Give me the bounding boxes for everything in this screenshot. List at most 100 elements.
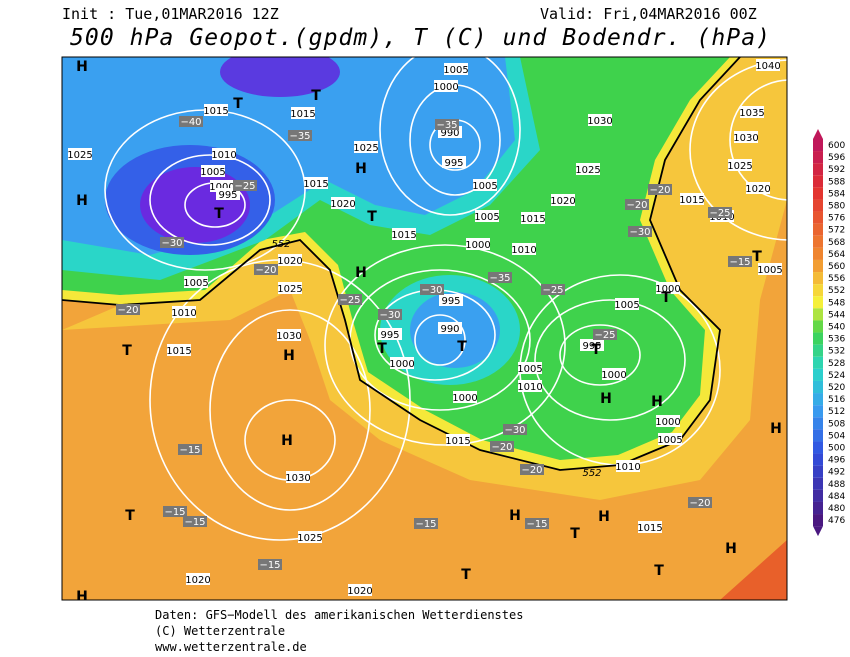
isobar-label: 1015 bbox=[679, 195, 704, 206]
temp-label-box bbox=[541, 284, 565, 295]
temp-label: −15 bbox=[164, 507, 185, 518]
isobar-label-box bbox=[392, 228, 416, 240]
footer-url: www.wetterzentrale.de bbox=[155, 640, 307, 654]
colorbar-label: 540 bbox=[828, 323, 845, 333]
isobar-label: 1015 bbox=[203, 106, 228, 117]
colorbar-swatch bbox=[813, 441, 823, 454]
isobar-label: 1025 bbox=[277, 284, 302, 295]
colorbar-label: 508 bbox=[828, 419, 845, 429]
isobar-label: 1030 bbox=[733, 133, 758, 144]
colorbar-label: 484 bbox=[828, 492, 845, 502]
colorbar-swatch bbox=[813, 138, 823, 152]
colorbar-label: 516 bbox=[828, 395, 845, 405]
colorbar-label: 568 bbox=[828, 238, 845, 248]
isobar-label: 1020 bbox=[185, 575, 210, 586]
colorbar-label: 588 bbox=[828, 177, 845, 187]
colorbar-swatch bbox=[813, 429, 823, 442]
isobar-label: 1010 bbox=[511, 245, 536, 256]
purple-north bbox=[220, 57, 340, 97]
colorbar-label: 556 bbox=[828, 274, 845, 284]
isobar-label-box bbox=[746, 182, 770, 194]
isobar-label-box bbox=[734, 131, 758, 143]
isobar-label-box bbox=[378, 328, 402, 340]
temp-label: −35 bbox=[489, 273, 510, 284]
isobar-label-box bbox=[439, 294, 463, 306]
colorbar-swatch bbox=[813, 163, 823, 176]
colorbar-swatch bbox=[813, 344, 823, 357]
isobar-label: 1025 bbox=[67, 150, 92, 161]
isobar-label-box bbox=[278, 282, 302, 294]
isobar-label: 990 bbox=[440, 128, 459, 139]
isobar-label: 1005 bbox=[657, 435, 682, 446]
temp-label-box bbox=[163, 506, 187, 517]
temp-label-box bbox=[254, 264, 278, 275]
isobar-label: 1015 bbox=[391, 230, 416, 241]
colorbar-label: 496 bbox=[828, 456, 845, 466]
isobar-label: 1015 bbox=[166, 346, 191, 357]
temp-label: −15 bbox=[729, 257, 750, 268]
colorbar-cap-top bbox=[813, 128, 823, 139]
init-time: Init : Tue,01MAR2016 12Z bbox=[62, 5, 279, 23]
colorbar-swatch bbox=[813, 199, 823, 212]
isobar-label-box bbox=[680, 193, 704, 205]
isobar-label: 1025 bbox=[727, 161, 752, 172]
temp-label-box bbox=[728, 256, 752, 267]
colorbar-label: 476 bbox=[828, 516, 845, 526]
isobar-label: 995 bbox=[582, 341, 601, 352]
colorbar-swatch bbox=[813, 405, 823, 418]
pressure-center: H bbox=[355, 161, 367, 177]
temp-label-box bbox=[414, 518, 438, 529]
isobar-label-box bbox=[602, 368, 626, 380]
isobar-label: 1005 bbox=[517, 364, 542, 375]
pressure-center: H bbox=[76, 193, 88, 209]
pressure-center: T bbox=[233, 96, 243, 112]
temp-label-box bbox=[420, 284, 444, 295]
isobar-label-box bbox=[551, 194, 575, 206]
isobar-label-box bbox=[304, 177, 328, 189]
temp-label: −25 bbox=[594, 330, 615, 341]
temp-label-box bbox=[708, 207, 732, 218]
temp-label: −40 bbox=[180, 117, 201, 128]
isobar-label-box bbox=[201, 165, 225, 177]
isobar-label-box bbox=[473, 179, 497, 191]
isobar-label-box bbox=[521, 212, 545, 224]
isobar-label: 995 bbox=[444, 158, 463, 169]
isobar-label-box bbox=[512, 243, 536, 255]
temp-label: −30 bbox=[504, 425, 525, 436]
colorbar-swatch bbox=[813, 211, 823, 224]
isobar-label-box bbox=[446, 434, 470, 446]
isobar-label: 1030 bbox=[587, 116, 612, 127]
temp-label-box bbox=[338, 294, 362, 305]
isobar-label: 1010 bbox=[615, 462, 640, 473]
colorbar-swatch bbox=[813, 272, 823, 285]
temp-label: −20 bbox=[255, 265, 276, 276]
colorbar-label: 600 bbox=[828, 141, 845, 151]
pressure-center: T bbox=[377, 341, 387, 357]
pressure-center: H bbox=[355, 265, 367, 281]
isobar-label: 1030 bbox=[276, 331, 301, 342]
isobar-label: 1005 bbox=[757, 265, 782, 276]
temp-label-box bbox=[520, 464, 544, 475]
pressure-center: T bbox=[311, 88, 321, 104]
footer-copyright: (C) Wetterzentrale bbox=[155, 624, 285, 638]
temp-label: −20 bbox=[689, 498, 710, 509]
isobar-label-box bbox=[658, 433, 682, 445]
temp-label: −15 bbox=[179, 445, 200, 456]
temp-label-box bbox=[178, 444, 202, 455]
temp-label: −30 bbox=[629, 227, 650, 238]
isobar-label-box bbox=[167, 344, 191, 356]
temp-label-box bbox=[688, 497, 712, 508]
isobar-label: 1015 bbox=[290, 109, 315, 120]
pressure-center: T bbox=[570, 526, 580, 542]
isobar-label-box bbox=[756, 59, 780, 71]
map bbox=[62, 57, 787, 600]
colorbar-label: 528 bbox=[828, 359, 845, 369]
temp-label-box bbox=[233, 180, 257, 191]
temp-label-box bbox=[378, 309, 402, 320]
isobar-label-box bbox=[286, 471, 310, 483]
pressure-center: H bbox=[725, 541, 737, 557]
isobar-label-box bbox=[434, 80, 458, 92]
colorbar-label: 524 bbox=[828, 371, 845, 381]
temp-label-box bbox=[525, 518, 549, 529]
temp-label-box bbox=[488, 272, 512, 283]
